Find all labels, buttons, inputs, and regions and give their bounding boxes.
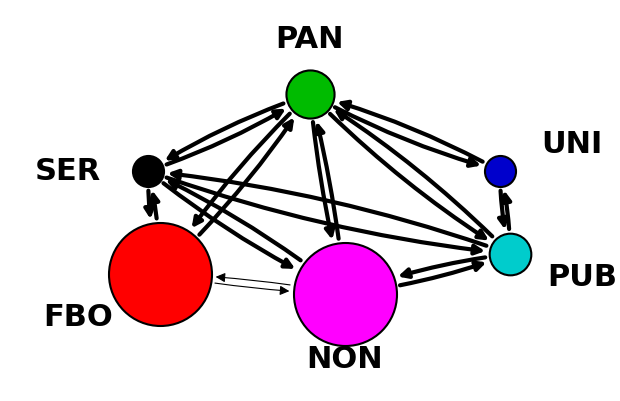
Point	[155, 271, 165, 277]
FancyArrowPatch shape	[167, 178, 480, 254]
Text: NON: NON	[307, 344, 383, 374]
Point	[340, 291, 350, 298]
FancyArrowPatch shape	[217, 274, 290, 285]
Text: FBO: FBO	[43, 303, 113, 332]
FancyArrowPatch shape	[151, 195, 158, 219]
FancyArrowPatch shape	[215, 284, 288, 295]
Text: SER: SER	[35, 157, 101, 186]
Point	[143, 168, 153, 175]
FancyArrowPatch shape	[167, 112, 282, 165]
FancyArrowPatch shape	[145, 191, 153, 215]
FancyArrowPatch shape	[200, 122, 291, 235]
FancyArrowPatch shape	[338, 112, 492, 237]
FancyArrowPatch shape	[402, 258, 485, 277]
FancyArrowPatch shape	[170, 182, 301, 261]
FancyArrowPatch shape	[316, 127, 339, 239]
FancyArrowPatch shape	[172, 171, 487, 246]
FancyArrowPatch shape	[400, 263, 482, 286]
FancyArrowPatch shape	[503, 195, 510, 229]
FancyArrowPatch shape	[313, 123, 334, 236]
Point	[495, 168, 505, 175]
Text: PUB: PUB	[547, 263, 617, 292]
FancyArrowPatch shape	[342, 103, 482, 162]
FancyArrowPatch shape	[164, 184, 291, 267]
Text: PAN: PAN	[276, 25, 344, 55]
FancyArrowPatch shape	[335, 108, 477, 166]
Point	[305, 91, 315, 98]
FancyArrowPatch shape	[330, 115, 485, 239]
Point	[505, 251, 515, 257]
FancyArrowPatch shape	[194, 114, 290, 225]
FancyArrowPatch shape	[169, 104, 283, 159]
Text: UNI: UNI	[541, 130, 603, 159]
FancyArrowPatch shape	[499, 191, 507, 225]
